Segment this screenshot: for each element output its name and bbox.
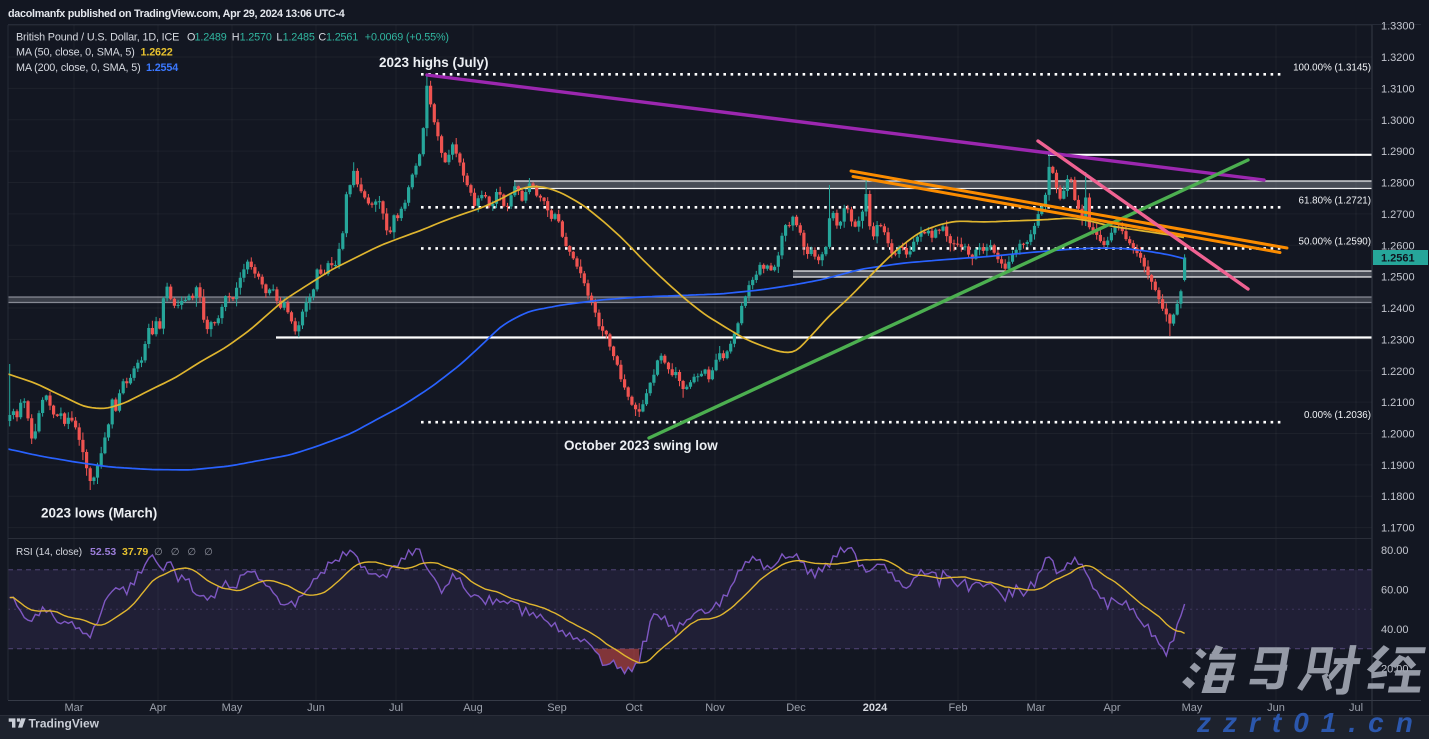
svg-text:1.3300: 1.3300 [1381, 21, 1415, 33]
svg-text:RSI (14, close): RSI (14, close) [16, 547, 82, 558]
svg-text:1.2400: 1.2400 [1381, 303, 1415, 315]
svg-text:October 2023 swing low: October 2023 swing low [564, 438, 718, 453]
svg-text:Mar: Mar [65, 702, 84, 714]
svg-text:1.2700: 1.2700 [1381, 209, 1415, 221]
svg-text:1.2800: 1.2800 [1381, 178, 1415, 190]
svg-text:1.3000: 1.3000 [1381, 115, 1415, 127]
svg-text:May: May [222, 702, 243, 714]
svg-text:MA (50, close, 0, SMA, 5): MA (50, close, 0, SMA, 5) [16, 47, 135, 59]
svg-text:MA (200, close, 0, SMA, 5): MA (200, close, 0, SMA, 5) [16, 62, 141, 74]
svg-text:Jul: Jul [1349, 702, 1363, 714]
svg-text:May: May [1182, 702, 1203, 714]
svg-text:C: C [318, 32, 326, 44]
svg-text:Feb: Feb [949, 702, 968, 714]
svg-text:60.00: 60.00 [1381, 585, 1409, 597]
svg-text:1.2000: 1.2000 [1381, 429, 1415, 441]
svg-text:dacolmanfx published on Tradin: dacolmanfx published on TradingView.com,… [8, 8, 345, 20]
svg-text:Oct: Oct [625, 702, 642, 714]
svg-text:2024: 2024 [863, 702, 888, 714]
svg-text:Aug: Aug [463, 702, 483, 714]
svg-text:2023 lows (March): 2023 lows (March) [41, 506, 157, 521]
svg-text:Jun: Jun [1267, 702, 1285, 714]
svg-text:1.2561: 1.2561 [326, 32, 358, 44]
svg-text:1.2554: 1.2554 [146, 62, 178, 74]
svg-text:+0.0069 (+0.55%): +0.0069 (+0.55%) [365, 32, 449, 44]
svg-text:1.2561: 1.2561 [1381, 253, 1415, 265]
svg-text:∅∅∅∅: ∅∅∅∅ [154, 547, 221, 558]
svg-text:British Pound / U.S. Dollar, 1: British Pound / U.S. Dollar, 1D, ICE [16, 32, 179, 44]
svg-text:1.2622: 1.2622 [141, 47, 173, 59]
svg-text:37.79: 37.79 [122, 546, 148, 558]
svg-text:Dec: Dec [786, 702, 806, 714]
svg-text:1.1700: 1.1700 [1381, 523, 1415, 535]
svg-text:1.2900: 1.2900 [1381, 146, 1415, 158]
svg-text:1.2500: 1.2500 [1381, 272, 1415, 284]
svg-text:Jun: Jun [307, 702, 325, 714]
svg-text:1.2200: 1.2200 [1381, 366, 1415, 378]
svg-text:52.53: 52.53 [90, 546, 116, 558]
svg-text:61.80% (1.2721): 61.80% (1.2721) [1299, 195, 1371, 206]
svg-text:1.3100: 1.3100 [1381, 83, 1415, 95]
svg-text:TradingView: TradingView [29, 717, 100, 731]
svg-text:1.1800: 1.1800 [1381, 491, 1415, 503]
svg-text:zzrt01.cn: zzrt01.cn [1196, 707, 1425, 738]
svg-text:1.2600: 1.2600 [1381, 240, 1415, 252]
svg-text:1.2485: 1.2485 [283, 32, 315, 44]
svg-text:80.00: 80.00 [1381, 545, 1409, 557]
svg-text:1.2100: 1.2100 [1381, 397, 1415, 409]
svg-text:Jul: Jul [389, 702, 403, 714]
svg-text:Apr: Apr [1103, 702, 1120, 714]
svg-text:40.00: 40.00 [1381, 624, 1409, 636]
svg-text:2023 highs (July): 2023 highs (July) [379, 55, 489, 70]
svg-text:50.00% (1.2590): 50.00% (1.2590) [1299, 236, 1371, 247]
svg-text:1.2489: 1.2489 [195, 32, 227, 44]
svg-text:Nov: Nov [705, 702, 725, 714]
svg-text:Mar: Mar [1027, 702, 1046, 714]
svg-text:L: L [276, 32, 282, 44]
svg-text:1.2300: 1.2300 [1381, 334, 1415, 346]
svg-text:Sep: Sep [547, 702, 567, 714]
svg-text:1.3200: 1.3200 [1381, 52, 1415, 64]
svg-text:0.00% (1.2036): 0.00% (1.2036) [1304, 410, 1371, 421]
svg-text:1.2570: 1.2570 [240, 32, 272, 44]
svg-text:1.1900: 1.1900 [1381, 460, 1415, 472]
svg-text:100.00% (1.3145): 100.00% (1.3145) [1293, 62, 1371, 73]
svg-text:Apr: Apr [149, 702, 166, 714]
svg-text:O: O [187, 32, 195, 44]
svg-text:H: H [232, 32, 240, 44]
